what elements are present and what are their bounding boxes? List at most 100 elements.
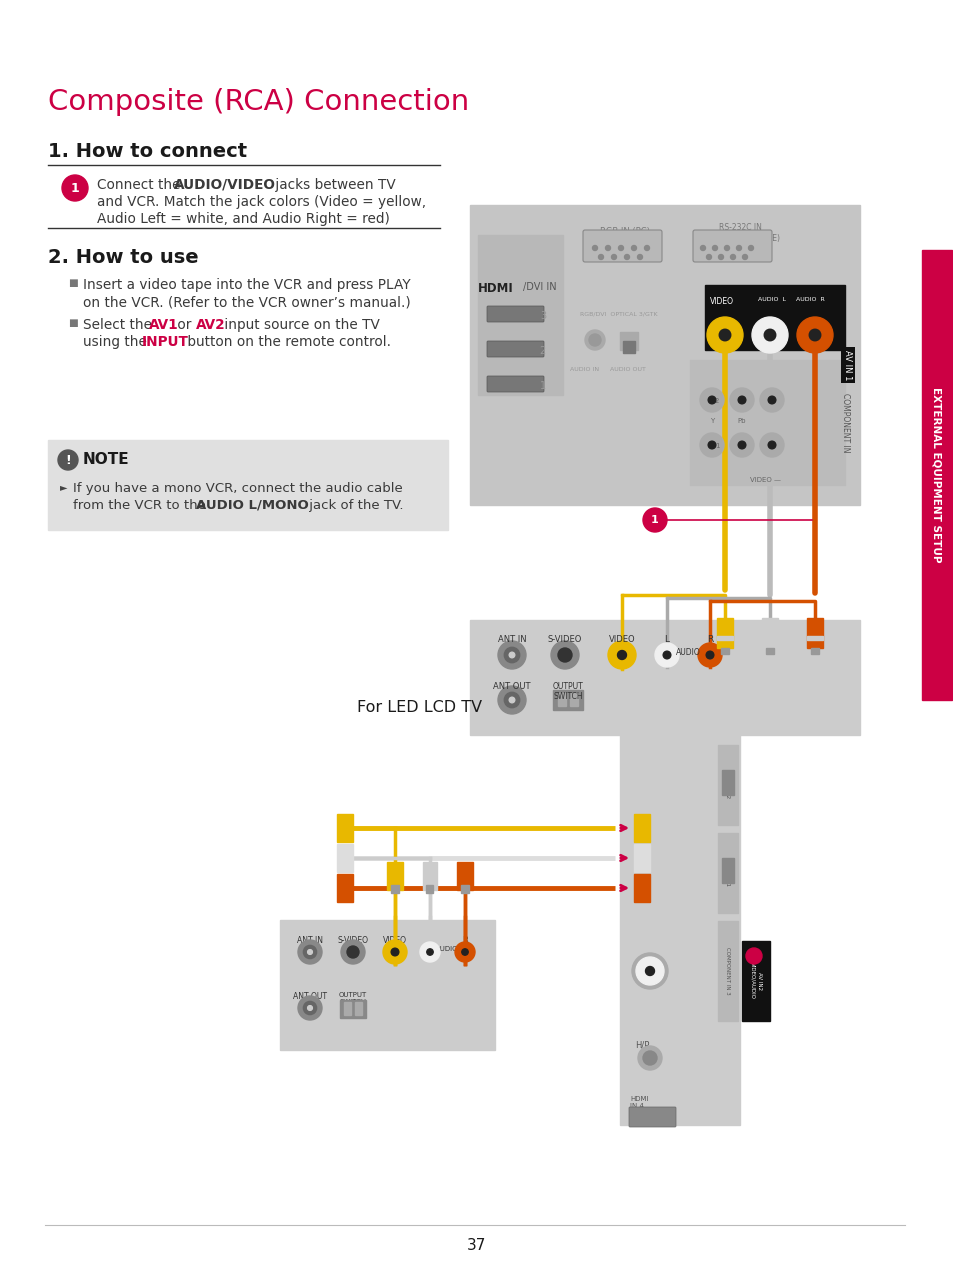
Bar	[336, 814, 353, 842]
Circle shape	[645, 967, 654, 976]
Text: L: L	[427, 936, 432, 945]
Bar	[634, 845, 649, 873]
Bar	[336, 874, 353, 902]
Circle shape	[767, 441, 775, 449]
Circle shape	[297, 996, 322, 1020]
Bar	[470, 619, 859, 735]
Bar	[761, 618, 778, 647]
Circle shape	[307, 950, 312, 954]
Text: on the VCR. (Refer to the VCR owner’s manual.): on the VCR. (Refer to the VCR owner’s ma…	[83, 295, 411, 309]
Bar	[765, 647, 773, 654]
Text: ANT OUT: ANT OUT	[493, 682, 530, 691]
Circle shape	[297, 940, 322, 964]
Circle shape	[700, 388, 723, 412]
Circle shape	[307, 1006, 312, 1010]
Text: and VCR. Match the jack colors (Video = yellow,: and VCR. Match the jack colors (Video = …	[97, 195, 426, 209]
Text: 3: 3	[539, 310, 545, 321]
Text: ■: ■	[68, 318, 77, 328]
Bar	[569, 693, 578, 706]
Bar	[355, 1002, 361, 1015]
Circle shape	[760, 388, 783, 412]
Circle shape	[636, 957, 663, 985]
Circle shape	[730, 254, 735, 259]
Text: AV IN 1: AV IN 1	[842, 350, 852, 380]
Circle shape	[631, 245, 636, 251]
Circle shape	[497, 641, 525, 669]
Circle shape	[509, 653, 515, 658]
Circle shape	[723, 245, 729, 251]
Circle shape	[504, 647, 519, 663]
Text: USB IN 2: USB IN 2	[724, 771, 730, 799]
Circle shape	[426, 949, 433, 955]
Text: VIDEO: VIDEO	[608, 635, 635, 644]
Text: !: !	[65, 454, 71, 467]
Bar	[470, 619, 859, 735]
Circle shape	[745, 948, 761, 964]
Text: AV1: AV1	[149, 318, 178, 332]
Circle shape	[419, 943, 439, 962]
Bar	[48, 440, 448, 530]
Circle shape	[718, 254, 722, 259]
Circle shape	[618, 245, 623, 251]
Bar	[387, 862, 402, 890]
Text: RGB IN (PC): RGB IN (PC)	[599, 226, 649, 237]
Text: AUDIO IN: AUDIO IN	[570, 368, 598, 371]
Bar	[717, 618, 732, 647]
Text: R: R	[461, 936, 468, 945]
FancyBboxPatch shape	[582, 230, 661, 262]
Text: from the VCR to the: from the VCR to the	[73, 499, 210, 513]
Bar	[718, 833, 738, 913]
Text: Connect the: Connect the	[97, 178, 185, 192]
Text: HDMI: HDMI	[477, 282, 514, 295]
Bar	[280, 920, 495, 1049]
Text: R: R	[706, 635, 713, 644]
Circle shape	[707, 441, 715, 449]
Circle shape	[655, 644, 679, 667]
Bar	[470, 205, 859, 505]
Text: 1: 1	[714, 443, 719, 449]
Circle shape	[611, 254, 616, 259]
Text: ANT IN: ANT IN	[296, 936, 323, 945]
Bar	[477, 235, 562, 396]
Circle shape	[391, 948, 398, 955]
Bar	[718, 745, 738, 826]
Text: 2: 2	[539, 346, 545, 356]
Circle shape	[509, 697, 515, 703]
Circle shape	[382, 940, 407, 964]
Bar	[921, 251, 951, 700]
Bar	[806, 636, 822, 640]
Text: S-VIDEO: S-VIDEO	[547, 635, 581, 644]
Text: EXTERNAL EQUIPMENT SETUP: EXTERNAL EQUIPMENT SETUP	[931, 387, 941, 562]
Bar	[553, 689, 582, 710]
Circle shape	[642, 508, 666, 532]
Circle shape	[592, 245, 597, 251]
Text: Insert a video tape into the VCR and press PLAY: Insert a video tape into the VCR and pre…	[83, 279, 410, 293]
Circle shape	[607, 641, 636, 669]
Circle shape	[748, 245, 753, 251]
Circle shape	[605, 245, 610, 251]
Circle shape	[700, 432, 723, 457]
Circle shape	[631, 953, 667, 990]
Text: 37: 37	[467, 1238, 486, 1253]
Text: or: or	[172, 318, 195, 332]
Text: Pb: Pb	[737, 418, 745, 424]
Circle shape	[624, 254, 629, 259]
Circle shape	[642, 1051, 657, 1065]
Text: AUDIO/VIDEO: AUDIO/VIDEO	[173, 178, 275, 192]
Circle shape	[707, 396, 715, 403]
Text: HDMI
IN 4: HDMI IN 4	[629, 1096, 648, 1109]
Circle shape	[729, 388, 753, 412]
Text: S-VIDEO: S-VIDEO	[337, 936, 368, 945]
Text: Composite (RCA) Connection: Composite (RCA) Connection	[48, 88, 469, 116]
Text: 2. How to use: 2. How to use	[48, 248, 198, 267]
FancyBboxPatch shape	[692, 230, 771, 262]
FancyBboxPatch shape	[486, 307, 543, 322]
Text: RGB/DVI  OPTICAL 3/GTK: RGB/DVI OPTICAL 3/GTK	[579, 312, 657, 317]
Text: ►: ►	[60, 482, 68, 492]
Circle shape	[347, 946, 358, 958]
Text: NOTE: NOTE	[83, 453, 130, 468]
Circle shape	[738, 396, 745, 403]
Text: L: L	[664, 635, 669, 644]
Circle shape	[617, 650, 626, 659]
Bar	[720, 647, 728, 654]
